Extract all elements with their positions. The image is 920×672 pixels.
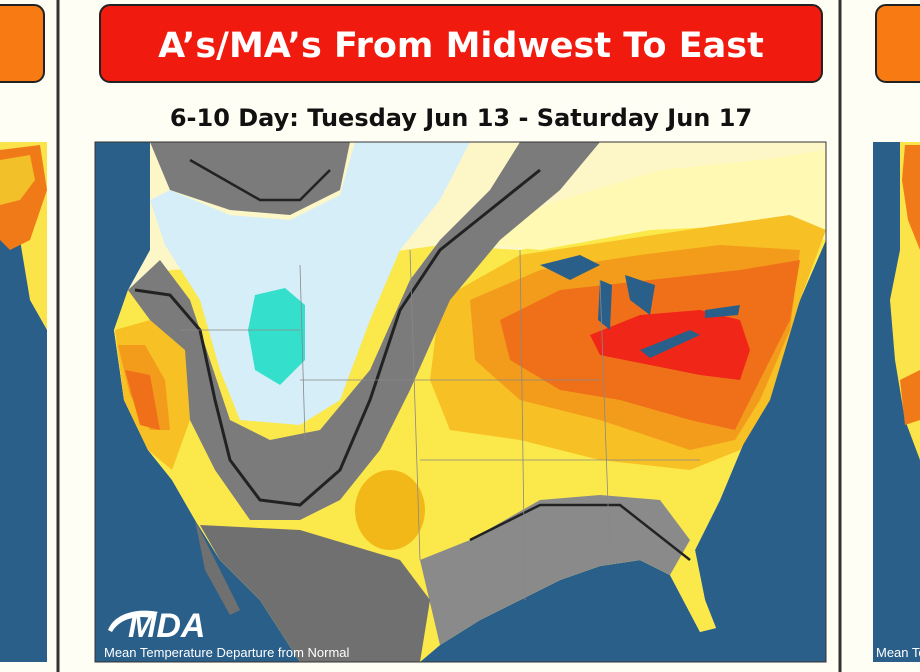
title: A’s/MA’s From Midwest To East xyxy=(158,26,764,66)
map: MDA Mean Temperature Departure from Norm… xyxy=(95,142,826,662)
title-banner xyxy=(99,4,823,83)
caption: Mean Temperature Departure from Normal xyxy=(104,645,350,660)
map-frame xyxy=(94,141,827,663)
subtitle: 6-10 Day: Tuesday Jun 13 - Saturday Jun … xyxy=(170,104,752,132)
right-panel: Mean Temperature Departure from Normal xyxy=(873,4,920,662)
logo: MDA xyxy=(128,607,205,645)
left-panel xyxy=(0,4,47,662)
right-caption: Mean Temperature Departure from Normal xyxy=(876,645,920,660)
